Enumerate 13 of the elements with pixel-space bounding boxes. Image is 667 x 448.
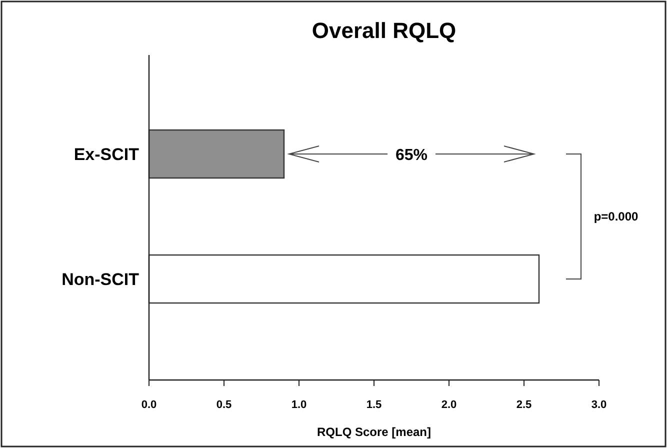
x-tick-label: 1.0 bbox=[291, 399, 307, 411]
y-tick-label: Ex-SCIT bbox=[74, 145, 140, 164]
x-tick-label: 0.0 bbox=[141, 399, 157, 411]
annotation: 65% bbox=[395, 147, 428, 164]
x-tick-label: 2.5 bbox=[516, 399, 532, 411]
x-tick-label: 2.0 bbox=[441, 399, 457, 411]
annotation: p=0.000 bbox=[594, 210, 639, 224]
chart-title: Overall RQLQ bbox=[312, 18, 456, 43]
y-tick-label: Non-SCIT bbox=[62, 270, 140, 289]
x-tick-label: 1.5 bbox=[366, 399, 382, 411]
x-tick-label: 0.5 bbox=[216, 399, 232, 411]
x-axis-title: RQLQ Score [mean] bbox=[316, 425, 432, 439]
x-tick-label: 3.0 bbox=[591, 399, 607, 411]
